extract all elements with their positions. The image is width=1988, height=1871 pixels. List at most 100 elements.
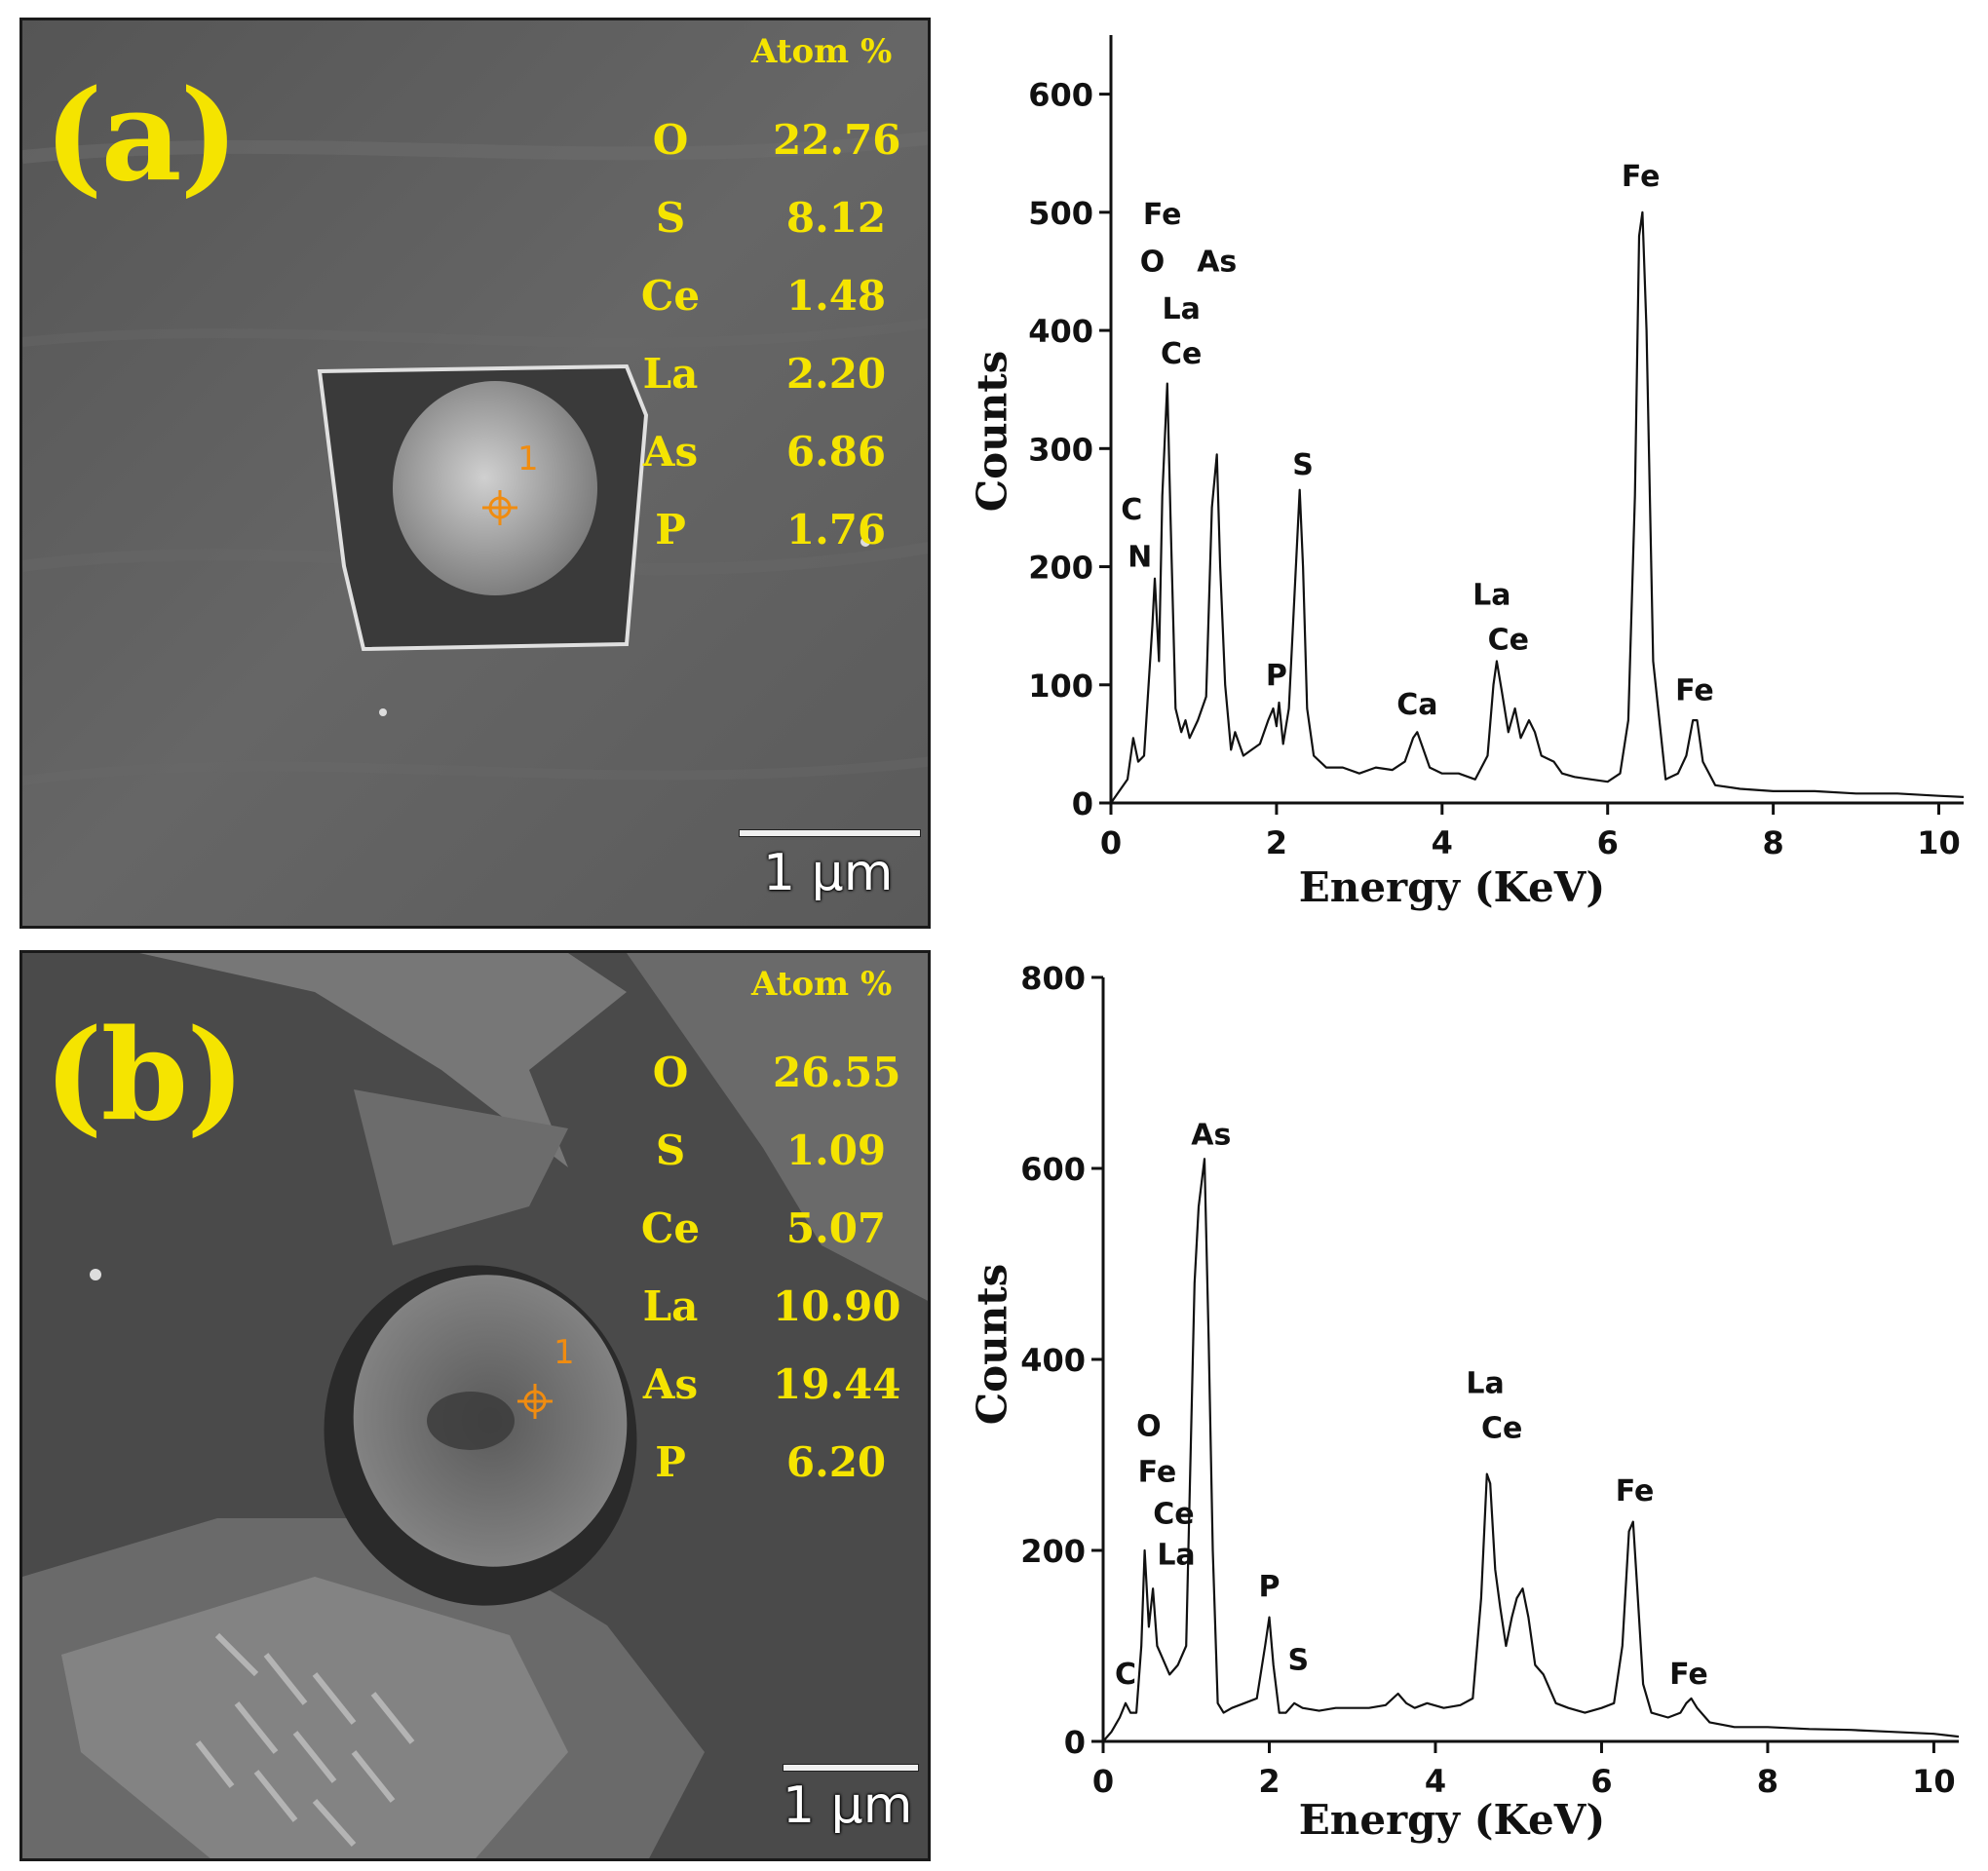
peak-label: S xyxy=(1292,448,1314,482)
peak-label: P xyxy=(1266,659,1287,693)
y-tick-label: 0 xyxy=(1072,785,1093,822)
y-tick-label: 200 xyxy=(1020,1533,1086,1570)
peak-label: S xyxy=(1288,1644,1310,1678)
peak-label: Ce xyxy=(1488,623,1529,657)
point-label: 1 xyxy=(554,1333,575,1372)
atom-row: La 2.20 xyxy=(627,350,919,408)
atom-value: 2.20 xyxy=(785,350,887,398)
atom-value: 22.76 xyxy=(773,116,901,164)
sem-image-a: (a) Atom % O 22.76 S 8.12 Ce 1.48 La 2.2… xyxy=(19,18,931,929)
panel-label: (a) xyxy=(44,63,239,210)
x-tick-label: 0 xyxy=(1092,1763,1114,1800)
peak-label: Fe xyxy=(1616,1474,1655,1508)
eds-spectrum-svg-a: 0 100 200 300 400 500 600 0 2 4 6 8 10 Fe O As La Ce CN S P C… xyxy=(1028,35,1965,861)
x-tick-label: 10 xyxy=(1912,1763,1956,1800)
atom-row: P 6.20 xyxy=(627,1438,919,1497)
atom-row: As 19.44 xyxy=(627,1360,919,1419)
atom-value: 6.86 xyxy=(785,428,887,476)
atom-element: O xyxy=(652,116,689,164)
atom-value: 1.09 xyxy=(785,1126,887,1174)
x-tick-label: 2 xyxy=(1266,824,1287,861)
atom-element: P xyxy=(655,506,686,554)
sem-image-b: (b) Atom % O 26.55 S 1.09 Ce 5.07 La 10.… xyxy=(19,950,931,1861)
x-tick-label: 2 xyxy=(1258,1763,1280,1800)
panel-label: (b) xyxy=(44,1003,246,1149)
y-tick-label: 200 xyxy=(1028,550,1093,587)
x-tick-label: 4 xyxy=(1432,824,1453,861)
atom-row: S 1.09 xyxy=(627,1126,919,1185)
atom-value: 26.55 xyxy=(773,1049,901,1096)
atom-element: O xyxy=(652,1049,689,1096)
atom-row: O 26.55 xyxy=(627,1049,919,1107)
atom-value: 1.76 xyxy=(785,506,887,554)
scale-label: 1 µm xyxy=(763,844,894,902)
atom-element: S xyxy=(655,1126,686,1174)
eds-spectrum-svg-b: 0 200 400 600 800 0 2 4 6 8 10 As O Fe Ce La C P S La Ce Fe Fe xyxy=(1020,960,1960,1800)
x-tick-label: 0 xyxy=(1100,824,1122,861)
crosshair-icon xyxy=(482,490,517,525)
peak-label: Fe xyxy=(1669,1658,1708,1692)
sem-texture-a xyxy=(22,20,928,926)
y-tick-label: 800 xyxy=(1020,960,1086,997)
eds-spectrum-chart-a: 0 100 200 300 400 500 600 0 2 4 6 8 10 Fe O As La Ce C N S P C… xyxy=(936,18,1978,929)
scale-bar xyxy=(783,1764,919,1772)
atom-table-title: Atom % xyxy=(751,965,893,1004)
eds-spectrum-chart-b: 0 200 400 600 800 0 2 4 6 8 10 As O Fe Ce La C P S La Ce Fe Fe… xyxy=(936,950,1978,1861)
y-tick-label: 600 xyxy=(1028,77,1093,114)
peak-label: Ce xyxy=(1153,1498,1194,1532)
y-axis-title: Counts xyxy=(968,350,1016,513)
x-tick-label: 6 xyxy=(1597,824,1619,861)
x-tick-label: 4 xyxy=(1425,1763,1446,1800)
peak-label: P xyxy=(1258,1570,1280,1604)
sem-texture-b xyxy=(22,953,928,1858)
scale-label: 1 µm xyxy=(783,1776,913,1835)
atom-element: As xyxy=(642,1360,699,1408)
y-tick-label: 400 xyxy=(1028,313,1093,350)
y-tick-label: 500 xyxy=(1028,195,1093,232)
atom-element: La xyxy=(642,350,699,398)
x-axis-title: Energy (KeV) xyxy=(1298,1796,1606,1844)
crosshair-icon xyxy=(517,1384,553,1419)
atom-row: O 22.76 xyxy=(627,116,919,174)
y-tick-label: 100 xyxy=(1028,668,1093,705)
atom-row: As 6.86 xyxy=(627,428,919,486)
spectrum-line xyxy=(1110,210,1965,804)
atom-row: La 10.90 xyxy=(627,1282,919,1341)
atom-value: 10.90 xyxy=(773,1282,901,1330)
peak-label: Fe xyxy=(1675,674,1714,708)
point-label: 1 xyxy=(517,439,539,478)
peak-label: C xyxy=(1115,1658,1136,1692)
spectrum-line xyxy=(1102,1158,1960,1742)
atom-row: P 1.76 xyxy=(627,506,919,564)
peak-label: As xyxy=(1197,245,1237,279)
peak-label: La xyxy=(1472,578,1510,612)
peak-label: Ce xyxy=(1161,337,1202,371)
x-tick-label: 6 xyxy=(1590,1763,1612,1800)
peak-label: La xyxy=(1163,292,1201,326)
atom-element: Ce xyxy=(640,1204,701,1252)
scale-bar xyxy=(739,829,921,837)
peak-label: Fe xyxy=(1143,198,1182,232)
x-tick-label: 8 xyxy=(1762,824,1783,861)
peak-label: O xyxy=(1140,245,1166,279)
x-axis-title: Energy (KeV) xyxy=(1298,863,1606,911)
x-tick-label: 10 xyxy=(1917,824,1961,861)
atom-value: 5.07 xyxy=(785,1204,887,1252)
atom-element: P xyxy=(655,1438,686,1486)
y-axis-title: Counts xyxy=(968,1263,1016,1426)
atom-element: As xyxy=(642,428,699,476)
atom-value: 6.20 xyxy=(785,1438,887,1486)
atom-row: Ce 5.07 xyxy=(627,1204,919,1263)
atom-element: Ce xyxy=(640,272,701,320)
x-tick-label: 8 xyxy=(1757,1763,1778,1800)
peak-label: Ca xyxy=(1396,688,1437,722)
peak-label: C xyxy=(1121,493,1142,527)
peak-label: As xyxy=(1191,1119,1231,1153)
atom-value: 1.48 xyxy=(785,272,887,320)
atom-element: S xyxy=(655,194,686,242)
y-tick-label: 0 xyxy=(1064,1724,1086,1761)
peak-label: Ce xyxy=(1481,1411,1522,1445)
peak-label: Fe xyxy=(1138,1455,1177,1489)
atom-row: S 8.12 xyxy=(627,194,919,252)
peak-label: La xyxy=(1466,1366,1504,1400)
